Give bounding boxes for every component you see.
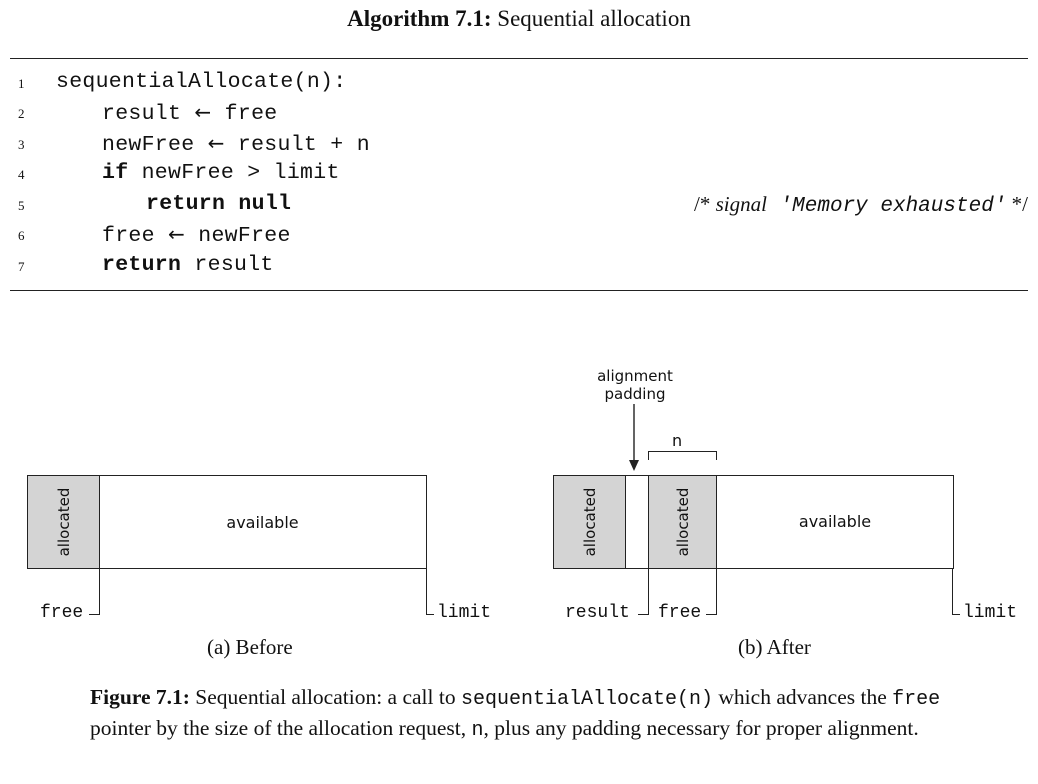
code-comment: /* signal 'Memory exhausted' */ [694, 192, 1028, 218]
code-part: result [102, 102, 195, 126]
algorithm-title: Algorithm 7.1: Sequential allocation [0, 6, 1038, 32]
line-number: 4 [18, 167, 25, 182]
keyword: return [102, 253, 182, 277]
result-pointer-hook [638, 614, 648, 615]
available-label: available [798, 512, 872, 531]
result-pointer-tick [648, 569, 649, 615]
code-text: result ← free [102, 100, 278, 126]
free-pointer-tick [99, 569, 100, 615]
code-text: newFree ← result + n [102, 131, 370, 157]
caption-text: which advances the [713, 685, 893, 709]
left-arrow-icon: ← [194, 100, 212, 124]
line-number: 6 [18, 228, 25, 243]
line-number: 5 [18, 198, 25, 213]
code-line-4: 4 if newFree > limit [0, 161, 1038, 191]
code-part: newFree [185, 224, 291, 248]
allocated-label: allocated [674, 487, 692, 557]
line-number: 3 [18, 137, 25, 152]
algorithm-bottom-rule [10, 290, 1028, 291]
limit-pointer-tick [426, 569, 427, 615]
code-line-1: 1 sequentialAllocate(n): [0, 70, 1038, 100]
free-label: free [40, 603, 84, 623]
allocated-label: allocated [581, 487, 599, 557]
code-part: free [102, 224, 169, 248]
caption-code: free [892, 688, 941, 711]
comment-delimiter: */ [1006, 192, 1028, 216]
code-part: newFree > limit [128, 161, 340, 185]
available-block: available [98, 475, 427, 569]
code-part: result [181, 253, 274, 277]
figure-label: Figure 7.1: [90, 685, 190, 709]
alignment-arrow-icon [629, 404, 639, 471]
code-text: free ← newFree [102, 222, 291, 248]
code-line-3: 3 newFree ← result + n [0, 131, 1038, 161]
line-number: 2 [18, 106, 25, 121]
left-arrow-icon: ← [207, 131, 225, 155]
algorithm-label: Algorithm 7.1: [347, 6, 492, 31]
code-text: return result [102, 253, 274, 277]
line-number: 7 [18, 259, 25, 274]
limit-pointer-hook [952, 614, 960, 615]
allocated-block-old: allocated [553, 475, 626, 569]
code-text: sequentialAllocate(n): [56, 70, 347, 94]
free-label: free [658, 603, 702, 623]
caption-text: Sequential allocation: a call to [189, 685, 461, 709]
caption-text: , plus any padding necessary for proper … [483, 716, 919, 740]
allocated-label: allocated [55, 487, 73, 557]
keyword: return null [146, 192, 292, 216]
limit-pointer-hook [426, 614, 434, 615]
free-pointer-tick [716, 569, 717, 615]
caption-code: sequentialAllocate(n) [460, 688, 714, 711]
algorithm-top-rule [10, 58, 1028, 59]
limit-pointer-tick [952, 569, 953, 615]
available-label: available [226, 513, 299, 532]
limit-label: limit [437, 603, 492, 623]
code-line-7: 7 return result [0, 253, 1038, 283]
alignment-padding-line: padding [604, 385, 666, 403]
comment-delimiter: /* [694, 192, 716, 216]
line-number: 1 [18, 76, 25, 91]
code-line-2: 2 result ← free [0, 100, 1038, 130]
left-arrow-icon: ← [168, 222, 186, 246]
comment-italic: signal [715, 192, 767, 216]
allocated-block: allocated [27, 475, 100, 569]
keyword: if [102, 161, 129, 185]
result-label: result [565, 603, 630, 623]
comment-string: 'Memory exhausted' [766, 195, 1007, 218]
code-part: free [211, 102, 278, 126]
alignment-padding-line: alignment [597, 367, 673, 385]
limit-label: limit [963, 603, 1018, 623]
code-text: if newFree > limit [102, 161, 340, 185]
n-bracket-left [648, 451, 649, 460]
free-pointer-hook [706, 614, 716, 615]
code-part: result + n [224, 133, 370, 157]
algorithm-name: Sequential allocation [497, 6, 691, 31]
subcaption-after: (b) After [738, 635, 811, 659]
code-part: newFree [102, 133, 208, 157]
allocated-block-new: allocated [648, 475, 717, 569]
caption-text: pointer by the size of the allocation re… [90, 716, 472, 740]
n-bracket-right [716, 451, 717, 460]
caption-code: n [471, 719, 484, 742]
n-bracket [648, 451, 716, 452]
subcaption-before: (a) Before [207, 635, 293, 659]
alignment-padding-label: alignment padding [580, 367, 690, 403]
figure-caption: Figure 7.1: Sequential allocation: a cal… [90, 683, 970, 745]
code-line-6: 6 free ← newFree [0, 222, 1038, 252]
code-line-5: 5 return null /* signal 'Memory exhauste… [0, 192, 1038, 222]
free-pointer-hook [89, 614, 99, 615]
n-label: n [672, 431, 683, 450]
